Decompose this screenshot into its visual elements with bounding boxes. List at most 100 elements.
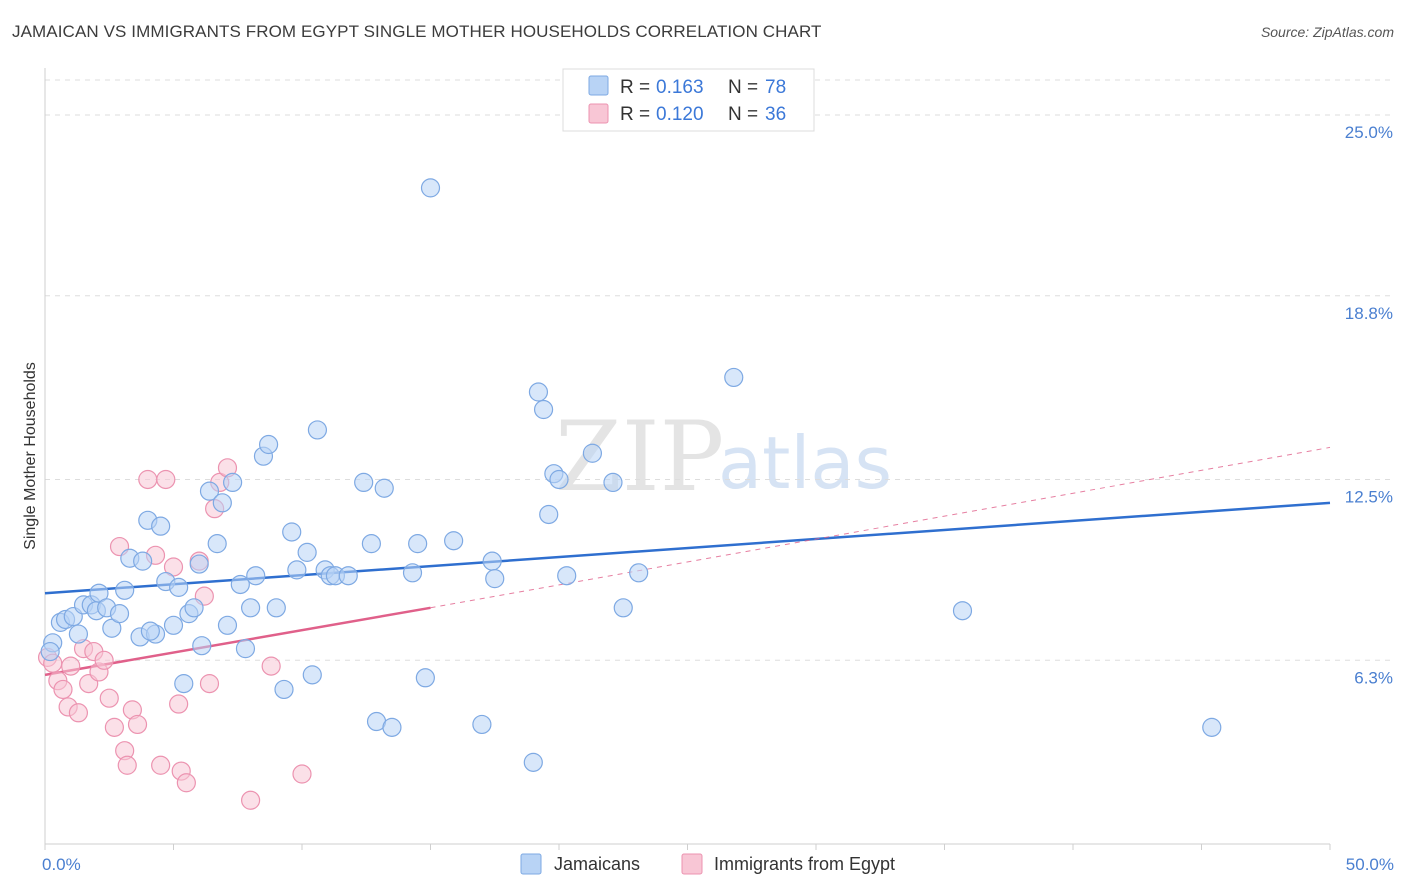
data-point-jamaicans: [533, 399, 554, 420]
data-point-jamaicans: [603, 472, 623, 493]
data-point-jamaicans: [140, 621, 160, 641]
data-point-egypt: [68, 703, 89, 723]
y-tick-label: 25.0%: [1345, 123, 1393, 142]
data-point-jamaicans: [282, 522, 302, 542]
watermark-atlas: atlas: [718, 421, 892, 505]
data-point-jamaicans: [212, 493, 232, 513]
bottom-legend-label-egypt: Immigrants from Egypt: [714, 854, 895, 874]
data-point-jamaicans: [539, 504, 559, 525]
data-point-jamaicans: [199, 481, 220, 501]
legend-r-value: 0.163: [656, 77, 704, 98]
data-point-jamaicans: [151, 516, 171, 536]
data-point-jamaicans: [528, 382, 549, 402]
data-point-jamaicans: [482, 551, 502, 571]
data-point-jamaicans: [217, 615, 238, 635]
data-point-egypt: [199, 674, 220, 694]
data-point-jamaicans: [230, 574, 250, 595]
data-point-egypt: [241, 790, 261, 810]
data-point-jamaicans: [133, 551, 153, 571]
source-label: Source: ZipAtlas.com: [1260, 24, 1394, 40]
data-point-jamaicans: [266, 598, 286, 618]
data-point-egypt: [99, 688, 119, 708]
data-point-egypt: [169, 694, 189, 714]
data-point-jamaicans: [724, 367, 744, 388]
data-point-jamaicans: [613, 598, 633, 618]
legend-r-label: R =: [620, 77, 650, 98]
y-axis-label: Single Mother Households: [22, 362, 39, 550]
legend-box: R = 0.163 N = 78 R = 0.120 N = 36: [562, 68, 815, 132]
watermark-zip: ZIP: [555, 401, 724, 513]
chart-title: JAMAICAN VS IMMIGRANTS FROM EGYPT SINGLE…: [12, 22, 822, 41]
data-point-jamaicans: [420, 178, 441, 198]
data-point-jamaicans: [444, 531, 464, 551]
watermark: ZIP atlas: [555, 401, 892, 513]
data-point-egypt: [151, 755, 171, 775]
data-point-egypt: [61, 656, 81, 676]
bottom-legend-label-jamaicans: Jamaicans: [554, 854, 640, 874]
legend-swatch-egypt: [588, 103, 609, 124]
data-point-egypt: [117, 755, 137, 775]
data-point-jamaicans: [472, 714, 492, 735]
legend-r-label: R =: [620, 104, 650, 125]
bottom-legend-swatch-egypt: [681, 853, 703, 875]
data-point-egypt: [176, 773, 196, 793]
data-point-jamaicans: [557, 566, 577, 586]
legend-n-label: N =: [728, 77, 758, 98]
legend-n-value: 36: [765, 104, 786, 125]
x-tick-label-min: 0.0%: [42, 855, 81, 874]
bottom-legend: Jamaicans Immigrants from Egypt: [520, 853, 895, 875]
data-point-jamaicans: [163, 615, 184, 635]
data-point-jamaicans: [629, 563, 649, 583]
legend-n-label: N =: [728, 104, 758, 125]
data-point-jamaicans: [235, 639, 256, 659]
data-point-jamaicans: [408, 534, 428, 554]
data-point-jamaicans: [174, 674, 194, 694]
data-point-jamaicans: [109, 604, 130, 624]
data-point-jamaicans: [485, 569, 505, 589]
x-tick-label-max: 50.0%: [1346, 855, 1394, 874]
legend-n-value: 78: [765, 77, 786, 98]
data-point-jamaicans: [402, 563, 423, 583]
data-point-jamaicans: [287, 560, 307, 580]
data-point-jamaicans: [582, 443, 603, 463]
data-point-jamaicans: [382, 717, 402, 737]
data-point-egypt: [104, 717, 124, 737]
data-point-jamaicans: [1202, 717, 1222, 737]
y-tick-label: 12.5%: [1345, 487, 1393, 506]
data-point-jamaicans: [338, 566, 358, 586]
data-point-jamaicans: [549, 469, 569, 490]
legend-swatch-jamaicans: [588, 75, 609, 96]
data-point-egypt: [94, 650, 114, 670]
data-point-jamaicans: [184, 598, 204, 618]
series-jamaicans-points: [40, 178, 1222, 772]
data-point-egypt: [292, 764, 312, 784]
data-point-jamaicans: [307, 420, 328, 440]
data-point-jamaicans: [241, 598, 261, 618]
data-point-egypt: [261, 656, 281, 676]
data-point-jamaicans: [354, 472, 374, 493]
trend-line-egypt-extrapolated: [430, 446, 1331, 609]
data-point-egypt: [138, 469, 158, 490]
data-point-jamaicans: [274, 679, 294, 700]
bottom-legend-swatch-jamaicans: [520, 853, 542, 875]
data-point-jamaicans: [523, 752, 543, 772]
data-point-jamaicans: [192, 636, 212, 656]
data-point-egypt: [127, 714, 148, 735]
data-point-jamaicans: [374, 478, 394, 498]
data-point-jamaicans: [68, 624, 89, 644]
y-tick-label: 6.3%: [1354, 668, 1393, 687]
data-point-egypt: [156, 469, 176, 490]
legend-r-value: 0.120: [656, 104, 704, 125]
data-point-jamaicans: [40, 641, 60, 662]
data-point-jamaicans: [189, 554, 209, 574]
data-point-jamaicans: [223, 472, 243, 493]
y-tick-label: 18.8%: [1345, 304, 1393, 323]
data-point-jamaicans: [361, 534, 381, 554]
data-point-jamaicans: [302, 665, 322, 685]
data-point-jamaicans: [115, 580, 135, 600]
axes: [44, 68, 1331, 850]
data-point-jamaicans: [415, 668, 435, 688]
y-tick-labels: 6.3% 12.5% 18.8% 25.0%: [1345, 123, 1393, 687]
data-point-jamaicans: [952, 601, 973, 621]
